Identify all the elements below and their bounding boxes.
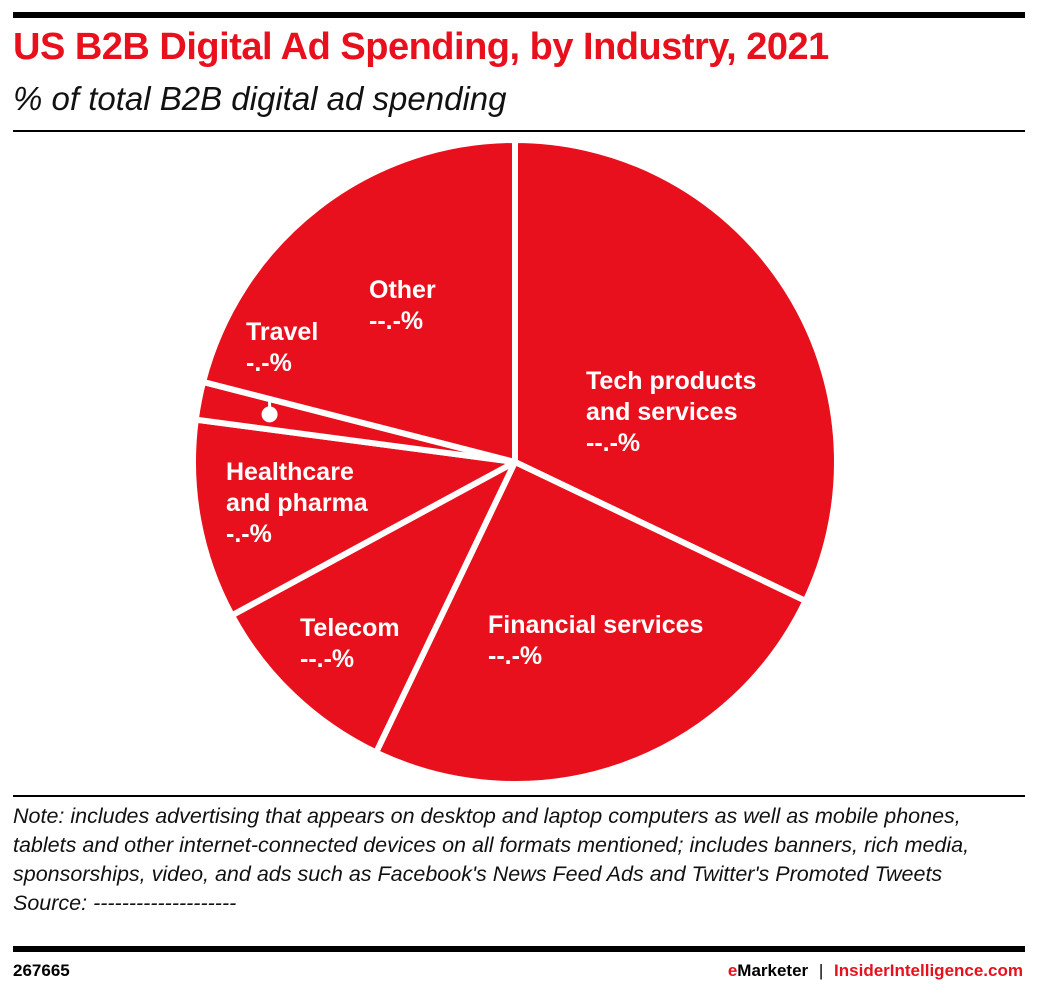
chart-title: US B2B Digital Ad Spending, by Industry,…: [13, 26, 829, 68]
label-tech-name: Tech products: [586, 367, 757, 395]
label-financial-name: Financial services: [488, 611, 704, 639]
label-healthcare-name: Healthcare: [226, 458, 354, 486]
label-tech: Tech products and services --.-%: [586, 366, 756, 459]
brand-emarketer: eMarketer: [727, 961, 809, 980]
label-other-value: --.-%: [369, 307, 424, 335]
brand: eMarketer | InsiderIntelligence.com: [728, 961, 1023, 981]
label-healthcare-name-2: and pharma: [226, 489, 368, 517]
label-telecom-value: --.-%: [300, 645, 355, 673]
footnote: Note: includes advertising that appears …: [13, 802, 1023, 918]
label-travel: Travel -.-%: [246, 317, 318, 379]
brand-insider[interactable]: InsiderIntelligence.com: [834, 961, 1023, 980]
note-rule: [13, 795, 1025, 797]
chart-id: 267665: [13, 961, 70, 980]
label-travel-name: Travel: [246, 318, 319, 346]
label-telecom-name: Telecom: [300, 614, 400, 642]
chart-subtitle: % of total B2B digital ad spending: [13, 80, 507, 117]
brand-separator: |: [818, 961, 824, 980]
label-other: Other --.-%: [369, 275, 436, 337]
pie-slice-telecom: [228, 459, 518, 756]
bottom-rule: [13, 946, 1025, 952]
label-other-name: Other: [369, 276, 436, 304]
brand-emarketer-text: Marketer: [737, 961, 809, 980]
label-tech-name-2: and services: [586, 398, 738, 426]
pie-slice-healthcare: [190, 416, 518, 619]
label-healthcare-value: -.-%: [226, 520, 272, 548]
top-rule: [13, 12, 1025, 18]
note-text: Note: includes advertising that appears …: [13, 804, 970, 886]
label-telecom: Telecom --.-%: [300, 613, 400, 675]
pie-slice-financial: [373, 459, 809, 787]
source-text: Source: --------------------: [13, 891, 237, 915]
label-financial-value: --.-%: [488, 642, 543, 670]
pie-chart: [190, 137, 840, 787]
title-rule: [13, 130, 1025, 132]
label-healthcare: Healthcare and pharma -.-%: [226, 457, 368, 550]
pie-slice-other: [200, 137, 518, 465]
travel-leader-dot: [261, 406, 278, 423]
label-financial: Financial services --.-%: [488, 610, 703, 672]
label-tech-value: --.-%: [586, 429, 641, 457]
pie-slice-tech: [512, 137, 840, 604]
label-travel-value: -.-%: [246, 349, 292, 377]
